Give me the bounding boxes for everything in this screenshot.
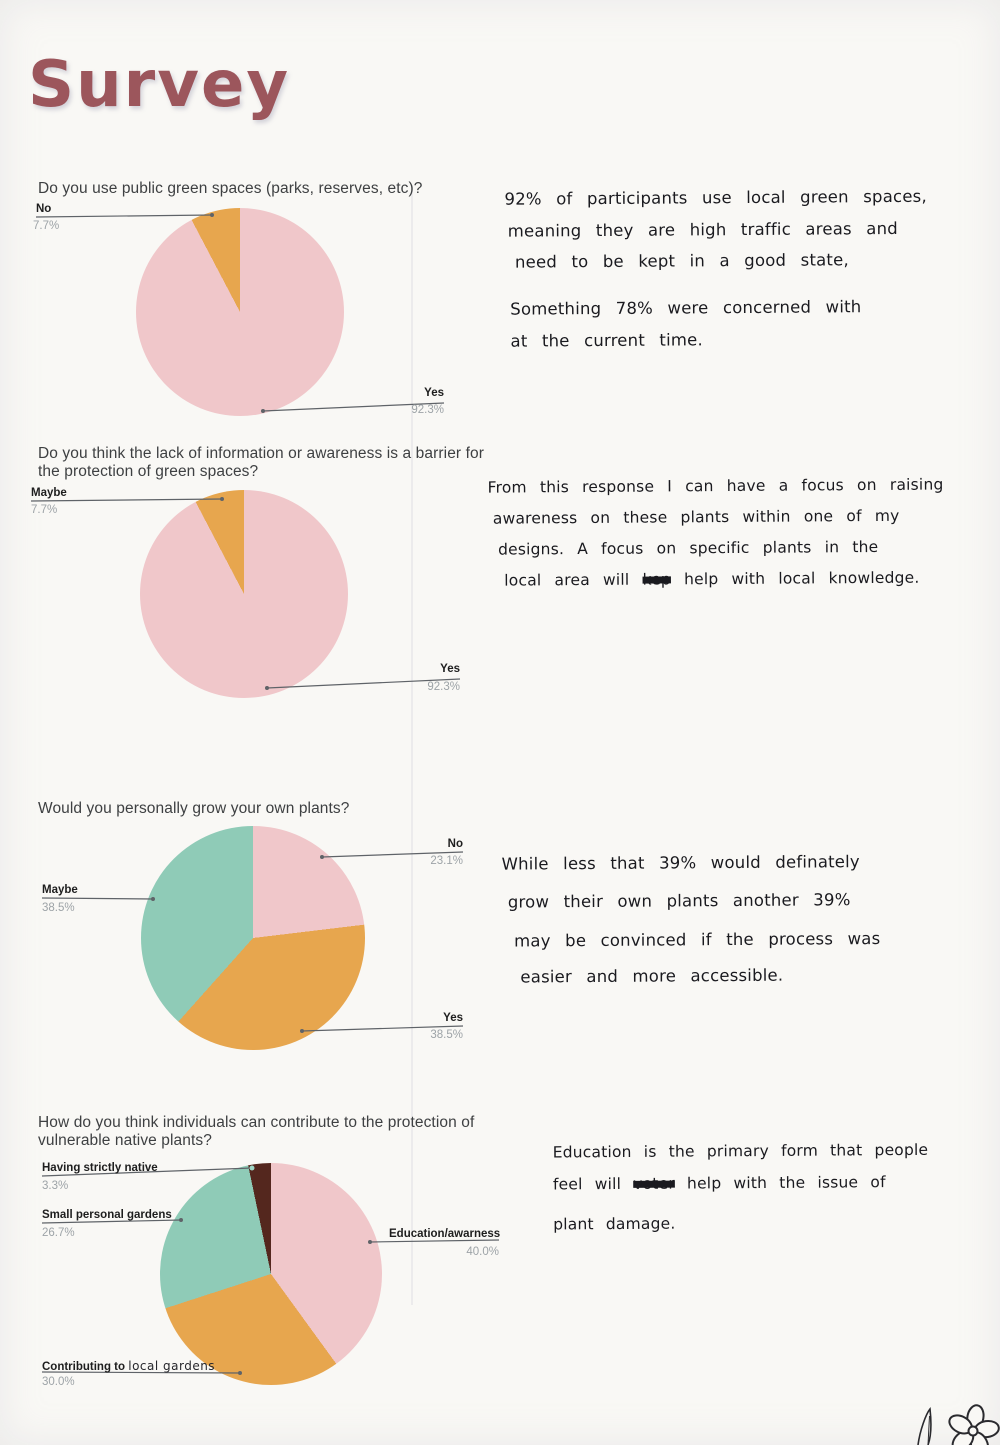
note-line-with-scribble: local area will kep help with local know…: [504, 569, 919, 590]
note-line: at the current time.: [510, 330, 703, 351]
callout-pct-having-strictly-native: 3.3%: [42, 1180, 69, 1192]
note-line-with-scribble: feel will voter help with the issue of: [553, 1173, 886, 1193]
callout-label-yes: Yes: [443, 1012, 463, 1024]
note-line: While less that 39% would definately: [501, 852, 860, 874]
page-title: Survey: [28, 48, 291, 122]
callout-label-maybe: Maybe: [31, 487, 67, 499]
note-line: easier and more accessible.: [520, 965, 784, 987]
flower-doodle: [948, 1404, 1000, 1445]
note-text: help with local knowledge.: [684, 568, 920, 589]
leaf-stroke-doodle: [917, 1406, 932, 1445]
callout-label-small-personal-gardens: Small personal gardens: [42, 1209, 172, 1221]
pie-graphic: [141, 826, 365, 1050]
scribbled-word: voter: [633, 1174, 675, 1193]
callout-label-education-awarness: Education/awarness: [389, 1228, 501, 1240]
note-line: awareness on these plants within one of …: [492, 506, 900, 528]
handwritten-note-1: 92% of participants use local green spac…: [504, 184, 985, 357]
callout-label-contributing-local-gardens: Contributing to local gardens: [42, 1359, 215, 1373]
note-line: 92% of participants use local green spac…: [504, 186, 927, 209]
chart-question: Would you personally grow your own plant…: [38, 800, 350, 817]
note-line: From this response I can have a focus on…: [487, 475, 944, 497]
callout-pct-maybe: 38.5%: [42, 902, 75, 914]
pie-chart-individual-contribution: How do you think individuals can contrib…: [0, 1110, 520, 1400]
chart-question: Do you use public green spaces (parks, r…: [38, 180, 423, 197]
scribbled-word: kep: [642, 570, 672, 589]
handwritten-note-2: From this response I can have a focus on…: [488, 475, 969, 608]
pie-chart-grow-own-plants: Would you personally grow your own plant…: [0, 795, 500, 1080]
callout-pct-yes: 92.3%: [427, 681, 460, 693]
callout-label-no: No: [447, 838, 463, 850]
handwritten-note-3: While less that 39% would definately gro…: [502, 851, 963, 994]
note-line: Education is the primary form that peopl…: [552, 1140, 929, 1162]
callout-pct-no: 23.1%: [430, 855, 463, 867]
chart-question: Do you think the lack of information or …: [38, 445, 484, 480]
callout-label-no: No: [36, 203, 52, 215]
note-line: Something 78% were concerned with: [510, 297, 862, 319]
pie-chart-awareness-barrier: Do you think the lack of information or …: [0, 440, 500, 710]
note-text: help with the issue of: [686, 1173, 886, 1193]
callout-pct-education-awarness: 40.0%: [466, 1246, 499, 1258]
pie-chart-green-spaces: Do you use public green spaces (parks, r…: [0, 175, 500, 445]
handwritten-note-4: Education is the primary form that peopl…: [553, 1141, 974, 1254]
callout-pct-yes: 92.3%: [411, 404, 444, 416]
callout-label-yes: Yes: [440, 663, 460, 675]
note-text: feel will: [552, 1174, 622, 1194]
label-printed-part: Contributing to: [42, 1361, 126, 1373]
callout-pct-yes: 38.5%: [430, 1029, 463, 1041]
note-line: may be convinced if the process was: [514, 928, 881, 951]
pie-graphic: [136, 208, 344, 416]
chart-question: How do you think individuals can contrib…: [38, 1114, 475, 1149]
note-line: designs. A focus on specific plants in t…: [497, 537, 879, 559]
callout-label-having-strictly-native: Having strictly native: [42, 1162, 158, 1174]
callout-pct-maybe: 7.7%: [31, 504, 58, 516]
callout-pct-contributing-local-gardens: 30.0%: [42, 1376, 75, 1388]
callout-pct-small-personal-gardens: 26.7%: [42, 1227, 75, 1239]
callout-pct-no: 7.7%: [33, 220, 60, 232]
pie-graphic: [160, 1163, 382, 1385]
note-line: plant damage.: [553, 1214, 676, 1234]
callout-label-maybe: Maybe: [42, 884, 78, 896]
callout-label-yes: Yes: [424, 387, 444, 399]
note-line: meaning they are high traffic areas and: [507, 218, 898, 241]
note-line: grow their own plants another 39%: [507, 890, 851, 912]
note-text: local area will: [504, 570, 630, 590]
label-handwritten-part: local gardens: [128, 1359, 216, 1373]
note-line: need to be kept in a good state,: [514, 250, 849, 272]
pie-graphic: [140, 490, 348, 698]
